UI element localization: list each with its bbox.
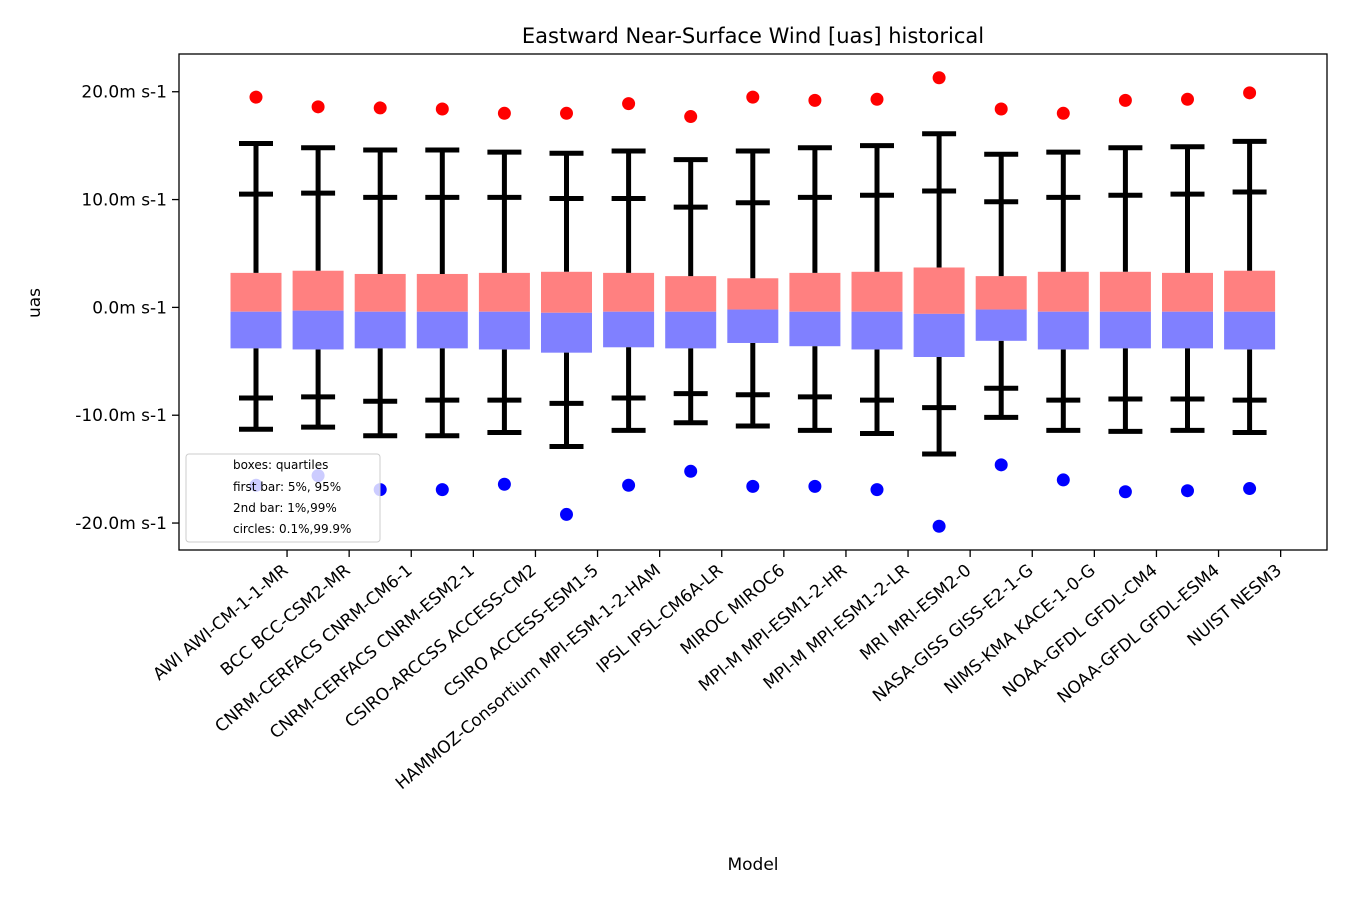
- y-tick-label: -20.0m s-1: [75, 514, 167, 534]
- p99-9-circle: [1056, 106, 1070, 120]
- upper-quartile-box: [416, 273, 468, 312]
- p99-9-circle: [746, 90, 760, 104]
- upper-quartile-box: [478, 272, 530, 312]
- y-axis: 20.0m s-1 10.0m s-1 0.0m s-1 -10.0m s-1 -20.…: [75, 83, 179, 534]
- lower-quartile-box: [416, 311, 468, 349]
- p99-9-circle: [932, 71, 946, 85]
- y-tick-label: 10.0m s-1: [81, 191, 167, 211]
- p99-9-circle: [373, 101, 387, 115]
- p0-1-circle: [435, 483, 449, 497]
- p0-1-circle: [1056, 473, 1070, 487]
- p0-1-circle: [497, 477, 511, 491]
- p0-1-circle: [994, 458, 1008, 472]
- legend-box: [185, 453, 381, 543]
- lower-quartile-box: [727, 309, 779, 343]
- p0-1-circle: [1243, 482, 1257, 496]
- lower-quartile-box: [789, 311, 841, 347]
- upper-quartile-box: [913, 267, 965, 314]
- upper-quartile-box: [665, 276, 717, 312]
- p0-1-circle: [622, 478, 636, 492]
- upper-quartile-box: [789, 272, 841, 312]
- upper-quartile-box: [851, 271, 903, 312]
- p0-1-circle: [746, 479, 760, 493]
- legend-entry: circles: 0.1%,99.9%: [233, 522, 351, 536]
- legend: boxes: quartiles first bar: 5%, 95% 2nd …: [185, 453, 381, 543]
- y-axis-label: uas: [25, 288, 45, 318]
- upper-quartile-box: [354, 273, 406, 312]
- x-tick-label: MRI MRI-ESM2-0: [856, 561, 975, 665]
- y-tick-label: 0.0m s-1: [92, 298, 167, 318]
- p99-9-circle: [497, 106, 511, 120]
- lower-quartile-box: [975, 309, 1027, 341]
- upper-quartile-box: [727, 278, 779, 310]
- p99-9-circle: [1243, 86, 1257, 100]
- p99-9-circle: [311, 100, 325, 114]
- chart-title: Eastward Near-Surface Wind [uas] histori…: [522, 24, 984, 48]
- plot-marks: [230, 71, 1276, 533]
- lower-quartile-box: [541, 312, 592, 353]
- upper-quartile-box: [1037, 271, 1089, 312]
- upper-quartile-box: [1099, 271, 1151, 312]
- lower-quartile-box: [230, 311, 282, 349]
- p99-9-circle: [870, 92, 884, 106]
- p99-9-circle: [1181, 92, 1194, 106]
- lower-quartile-box: [665, 311, 717, 349]
- p0-1-circle: [1118, 485, 1132, 499]
- lower-quartile-box: [603, 311, 655, 348]
- p0-1-circle: [808, 479, 822, 493]
- x-tick-label: MIROC MIROC6: [677, 561, 789, 660]
- p0-1-circle: [870, 483, 884, 497]
- upper-quartile-box: [975, 276, 1027, 310]
- p0-1-circle: [684, 464, 698, 478]
- upper-quartile-box: [1162, 272, 1213, 312]
- y-tick-label: 20.0m s-1: [81, 83, 167, 103]
- lower-quartile-box: [1162, 311, 1213, 349]
- lower-quartile-box: [1224, 311, 1276, 350]
- lower-quartile-box: [1099, 311, 1151, 349]
- upper-quartile-box: [1224, 270, 1276, 312]
- x-axis-label: Model: [727, 855, 778, 875]
- p99-9-circle: [560, 106, 573, 120]
- lower-quartile-box: [1037, 311, 1089, 350]
- lower-quartile-box: [292, 310, 344, 350]
- legend-entry: 2nd bar: 1%,99%: [233, 501, 337, 515]
- p99-9-circle: [994, 102, 1008, 116]
- p99-9-circle: [249, 90, 263, 104]
- lower-quartile-box: [478, 311, 530, 350]
- y-tick-label: -10.0m s-1: [75, 406, 167, 426]
- p0-1-circle: [560, 507, 573, 521]
- p99-9-circle: [808, 93, 822, 107]
- upper-quartile-box: [541, 271, 592, 313]
- p99-9-circle: [1118, 93, 1132, 107]
- p0-1-circle: [1181, 484, 1194, 498]
- plot-frame: [178, 53, 1328, 551]
- upper-quartile-box: [230, 272, 282, 312]
- lower-quartile-box: [913, 313, 965, 357]
- lower-quartile-box: [851, 311, 903, 350]
- p0-1-circle: [932, 519, 946, 533]
- p99-9-circle: [622, 97, 636, 111]
- legend-entry: boxes: quartiles: [233, 458, 328, 472]
- legend-entry: first bar: 5%, 95%: [233, 480, 341, 494]
- upper-quartile-box: [603, 272, 655, 312]
- upper-quartile-box: [292, 270, 344, 311]
- p99-9-circle: [435, 102, 449, 116]
- lower-quartile-box: [354, 311, 406, 349]
- p99-9-circle: [684, 110, 698, 124]
